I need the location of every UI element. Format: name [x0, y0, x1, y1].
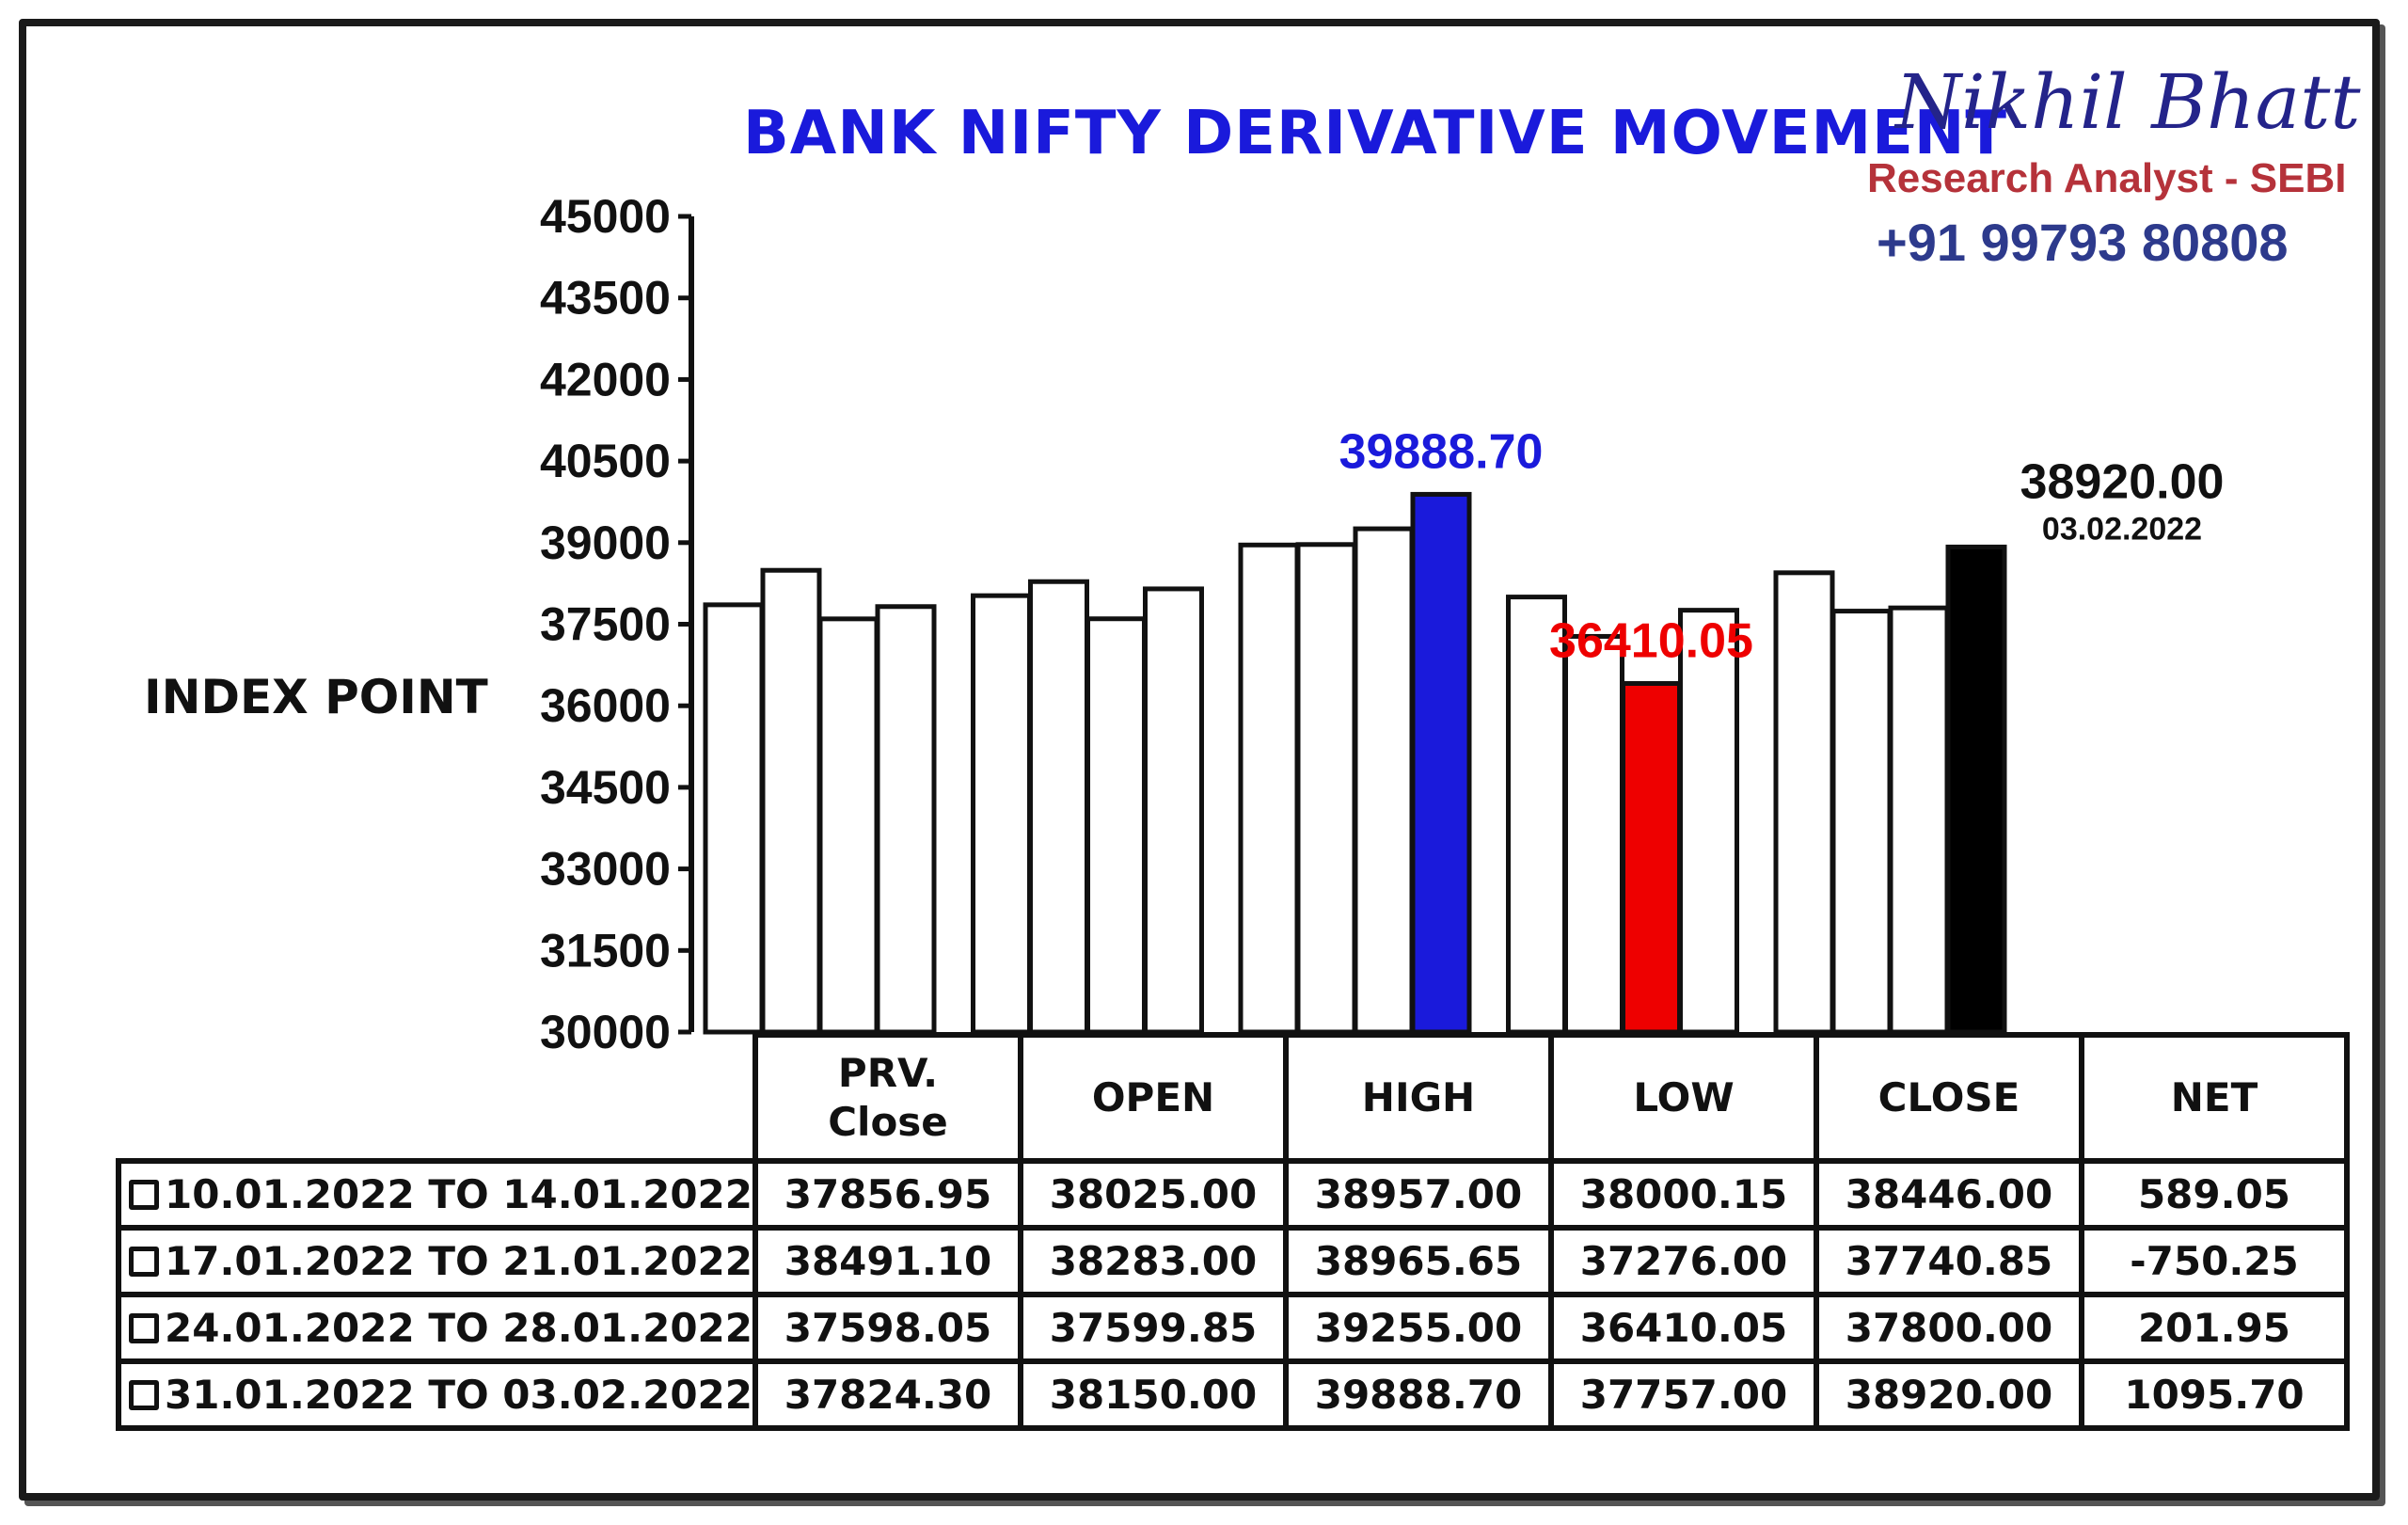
header-high: HIGH [1283, 1032, 1554, 1164]
table-header-row: PRV. Close OPEN HIGH LOW CLOSE NET [119, 1032, 2350, 1164]
bar [1143, 586, 1204, 1035]
cell: 36410.05 [1548, 1292, 1819, 1364]
bar-value-label: 39888.70 [1339, 424, 1544, 479]
row-label: 17.01.2022 TO 21.01.2022 [116, 1225, 758, 1297]
brand-name: Nikhil Bhatt [1895, 58, 2361, 146]
y-tick-label: 43500 [540, 272, 671, 325]
table-row: 24.01.2022 TO 28.01.2022 37598.05 37599.… [116, 1292, 2350, 1364]
bar [1773, 570, 1835, 1035]
table-row: 17.01.2022 TO 21.01.2022 38491.10 38283.… [116, 1225, 2350, 1297]
legend-square-icon [129, 1179, 159, 1210]
header-prv-close: PRV. Close [752, 1032, 1023, 1164]
brand-phone: +91 99793 80808 [1877, 213, 2289, 272]
bar [1295, 542, 1357, 1035]
bar-value-label: 36410.05 [1549, 613, 1753, 668]
bar [1563, 633, 1624, 1035]
y-tick-label: 30000 [540, 1006, 671, 1058]
cell: 38025.00 [1018, 1158, 1289, 1231]
cell: 37824.30 [752, 1358, 1023, 1431]
legend-square-icon [129, 1312, 159, 1343]
cell: 38283.00 [1018, 1225, 1289, 1297]
bar [971, 593, 1032, 1035]
header-close: CLOSE [1814, 1032, 2084, 1164]
table-row: 31.01.2022 TO 03.02.2022 37824.30 38150.… [116, 1358, 2350, 1431]
bar [875, 604, 937, 1035]
y-tick-label: 31500 [540, 924, 671, 977]
legend-square-icon [129, 1246, 159, 1277]
cell: 38957.00 [1283, 1158, 1554, 1231]
cell: 38000.15 [1548, 1158, 1819, 1231]
y-axis-label: INDEX POINT [144, 670, 488, 724]
bar [1678, 608, 1739, 1035]
bar [1238, 542, 1300, 1035]
cell: 37856.95 [752, 1158, 1023, 1231]
y-tick-label: 33000 [540, 843, 671, 896]
bar [817, 616, 879, 1035]
bar [1506, 595, 1567, 1035]
y-tick-label: 37500 [540, 598, 671, 651]
bar [1945, 544, 2007, 1035]
row-label: 31.01.2022 TO 03.02.2022 [116, 1358, 758, 1431]
cell: 39255.00 [1283, 1292, 1554, 1364]
cell: 1095.70 [2079, 1358, 2350, 1431]
bar [1028, 579, 1089, 1035]
chart-title: BANK NIFTY DERIVATIVE MOVEMENT [743, 99, 2008, 168]
cell: 37599.85 [1018, 1292, 1289, 1364]
header-low: LOW [1548, 1032, 1819, 1164]
y-tick-label: 40500 [540, 435, 671, 487]
brand-role: Research Analyst - SEBI [1867, 155, 2347, 201]
row-label: 10.01.2022 TO 14.01.2022 [116, 1158, 758, 1231]
bar [1888, 605, 1950, 1035]
y-tick-label: 42000 [540, 353, 671, 405]
cell: -750.25 [2079, 1225, 2350, 1297]
cell: 37276.00 [1548, 1225, 1819, 1297]
legend-square-icon [129, 1379, 159, 1410]
cell: 39888.70 [1283, 1358, 1554, 1431]
cell: 37757.00 [1548, 1358, 1819, 1431]
cell: 37800.00 [1814, 1292, 2084, 1364]
bar [703, 602, 765, 1035]
cell: 37598.05 [752, 1292, 1023, 1364]
cell: 38965.65 [1283, 1225, 1554, 1297]
row-label: 24.01.2022 TO 28.01.2022 [116, 1292, 758, 1364]
y-tick-label: 39000 [540, 516, 671, 569]
y-tick-label: 34500 [540, 761, 671, 814]
bar [1830, 609, 1893, 1035]
bar [760, 567, 822, 1035]
bar [1353, 526, 1415, 1035]
table-corner [119, 1035, 755, 1161]
cell: 38446.00 [1814, 1158, 2084, 1231]
cell: 38150.00 [1018, 1358, 1289, 1431]
bar [1621, 680, 1682, 1035]
y-tick-label: 45000 [540, 190, 671, 243]
bar [1410, 491, 1472, 1035]
cell: 589.05 [2079, 1158, 2350, 1231]
table-row: 10.01.2022 TO 14.01.2022 37856.95 38025.… [116, 1158, 2350, 1231]
outer-frame [19, 19, 2380, 1501]
cell: 38920.00 [1814, 1358, 2084, 1431]
bar-value-label: 38920.00 [2020, 454, 2225, 509]
bar-value-label: 03.02.2022 [2042, 511, 2202, 547]
cell: 37740.85 [1814, 1225, 2084, 1297]
header-open: OPEN [1018, 1032, 1289, 1164]
cell: 201.95 [2079, 1292, 2350, 1364]
data-table: PRV. Close OPEN HIGH LOW CLOSE NET 10.01… [116, 1032, 2350, 1431]
header-net: NET [2079, 1032, 2350, 1164]
bar [1085, 616, 1147, 1035]
y-tick-label: 36000 [540, 679, 671, 732]
cell: 38491.10 [752, 1225, 1023, 1297]
